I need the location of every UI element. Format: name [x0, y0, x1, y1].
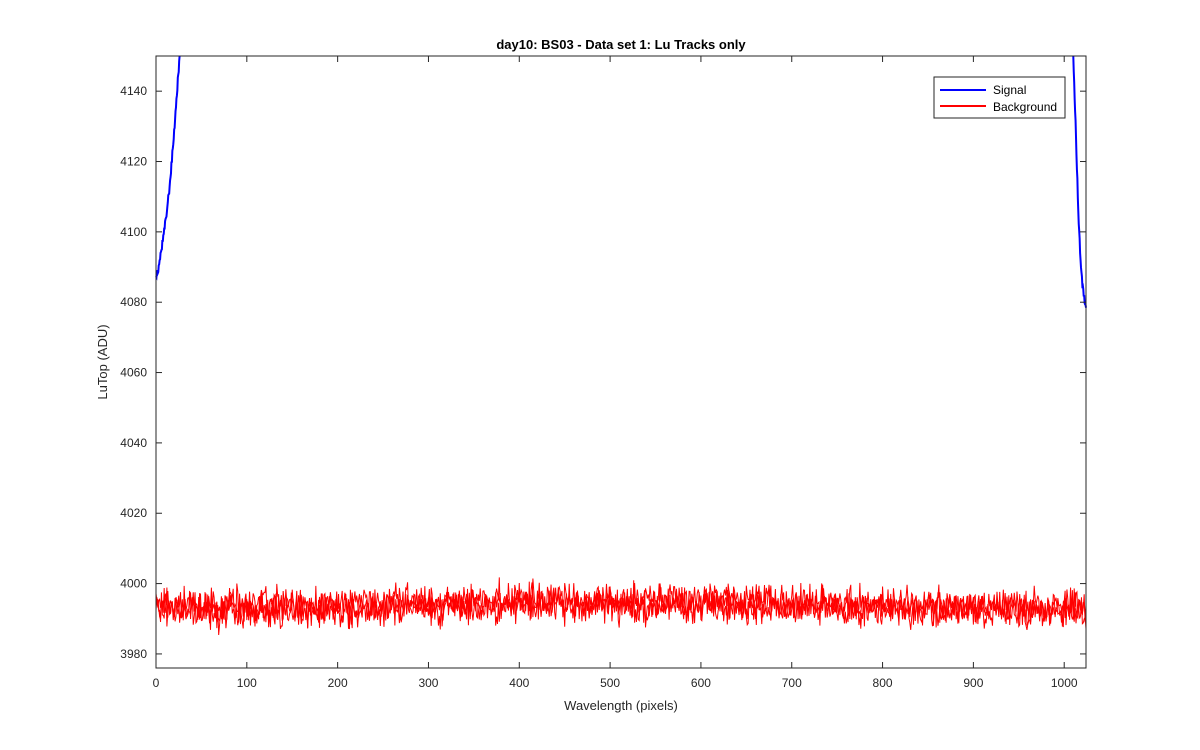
x-tick-label: 200	[328, 676, 348, 690]
legend: Signal Background	[933, 76, 1066, 119]
background-trace	[155, 577, 1087, 628]
y-tick-label: 4100	[120, 225, 147, 239]
x-tick-label: 600	[691, 676, 711, 690]
x-tick-label: 1000	[1051, 676, 1078, 690]
x-tick-label: 0	[153, 676, 160, 690]
legend-box	[933, 76, 1066, 119]
x-tick-label: 500	[600, 676, 620, 690]
y-tick-label: 3980	[120, 647, 147, 661]
legend-label-background: Background	[993, 100, 1057, 114]
x-tick-label: 700	[782, 676, 802, 690]
y-tick-label: 4060	[120, 366, 147, 380]
y-axis-title: LuTop (ADU)	[95, 324, 110, 399]
y-tick-label: 4080	[120, 295, 147, 309]
signal-trace	[1072, 55, 1087, 308]
x-axis-title: Wavelength (pixels)	[564, 698, 678, 713]
x-tick-label: 400	[509, 676, 529, 690]
y-tick-label: 4140	[120, 84, 147, 98]
x-tick-label: 900	[963, 676, 983, 690]
y-tick-label: 4120	[120, 155, 147, 169]
signal-series-layer	[155, 55, 1087, 308]
y-tick-label: 4020	[120, 506, 147, 520]
y-axis-ticks: 3980 4000 4020 4040 4060 4080 4100 4120 4140	[120, 84, 1086, 661]
plot-area	[156, 56, 1086, 668]
chart-title: day10: BS03 - Data set 1: Lu Tracks only	[496, 37, 746, 52]
background-series-layer	[155, 577, 1087, 636]
x-tick-label: 100	[237, 676, 257, 690]
y-tick-label: 4000	[120, 577, 147, 591]
x-tick-label: 800	[873, 676, 893, 690]
x-tick-label: 300	[418, 676, 438, 690]
y-tick-label: 4040	[120, 436, 147, 450]
legend-label-signal: Signal	[993, 83, 1026, 97]
plot-frame	[155, 55, 1087, 669]
x-axis-ticks: 0 100 200 300 400 500 600 700 800 900 1000	[153, 56, 1078, 690]
signal-trace	[155, 55, 181, 281]
